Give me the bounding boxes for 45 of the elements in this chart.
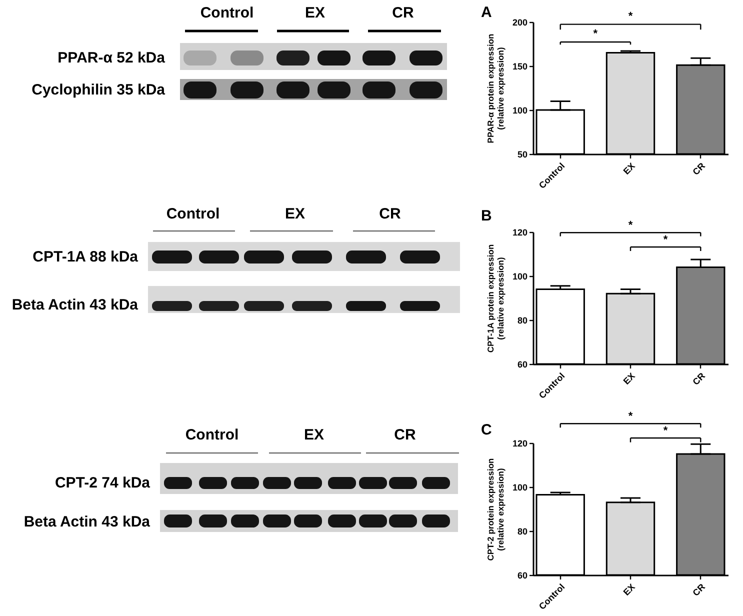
y-axis-title: PPAR-α protein expression (relative expression) <box>485 34 506 144</box>
x-tick-label: EX <box>621 370 637 386</box>
annotation: * <box>628 10 634 22</box>
x-tick-label: CR <box>690 370 708 388</box>
annotation: * <box>593 28 598 40</box>
category-label: Control <box>185 426 239 444</box>
chart-title: A <box>481 4 492 21</box>
text: * <box>628 220 634 232</box>
category-label: Control <box>200 4 254 22</box>
text: Beta Actin 43 kDa <box>12 296 139 314</box>
text: Cyclophilin 35 kDa <box>32 82 166 98</box>
y-tick-label: 200 <box>512 18 528 28</box>
y-tick-label: 150 <box>512 62 528 72</box>
text: * <box>663 425 668 437</box>
category-label: CR <box>394 426 416 444</box>
category-label: EX <box>304 426 324 444</box>
category-label: Control <box>166 206 220 222</box>
y-tick-label: 120 <box>512 228 528 238</box>
annotation: * <box>663 234 668 246</box>
category-label: CR <box>379 206 401 222</box>
y-tick-label: 50 <box>517 150 528 160</box>
text: PPAR-α 52 kDa <box>58 50 166 66</box>
text: CPT-2 74 kDa <box>54 474 151 492</box>
category-label: CR <box>392 4 414 22</box>
x-tick-label: CR <box>690 581 708 598</box>
y-tick-label: 60 <box>517 360 528 370</box>
y-tick-label: 100 <box>512 106 528 116</box>
y-tick-label: 80 <box>517 526 528 536</box>
y-axis-title: CPT-2 protein expression (relative expression) <box>485 458 506 561</box>
x-tick-label: CR <box>690 160 708 178</box>
y-tick-label: 100 <box>512 482 528 492</box>
text: * <box>628 410 634 422</box>
y-tick-label: 60 <box>517 570 528 580</box>
category-label: EX <box>304 4 326 22</box>
x-tick-label: EX <box>621 160 637 176</box>
chart-title: B <box>481 207 492 224</box>
y-tick-label: 80 <box>517 316 528 326</box>
x-tick-label: EX <box>621 582 637 598</box>
y-tick-label: 100 <box>512 272 528 282</box>
y-tick-label: 120 <box>512 438 528 448</box>
text: CPT-1A 88 kDa <box>32 248 139 266</box>
text: Beta Actin 43 kDa <box>24 514 151 530</box>
y-axis-title: CPT-1A protein expression (relative expression) <box>485 244 506 353</box>
chart-title: C <box>481 422 492 439</box>
category-label: EX <box>284 206 306 222</box>
